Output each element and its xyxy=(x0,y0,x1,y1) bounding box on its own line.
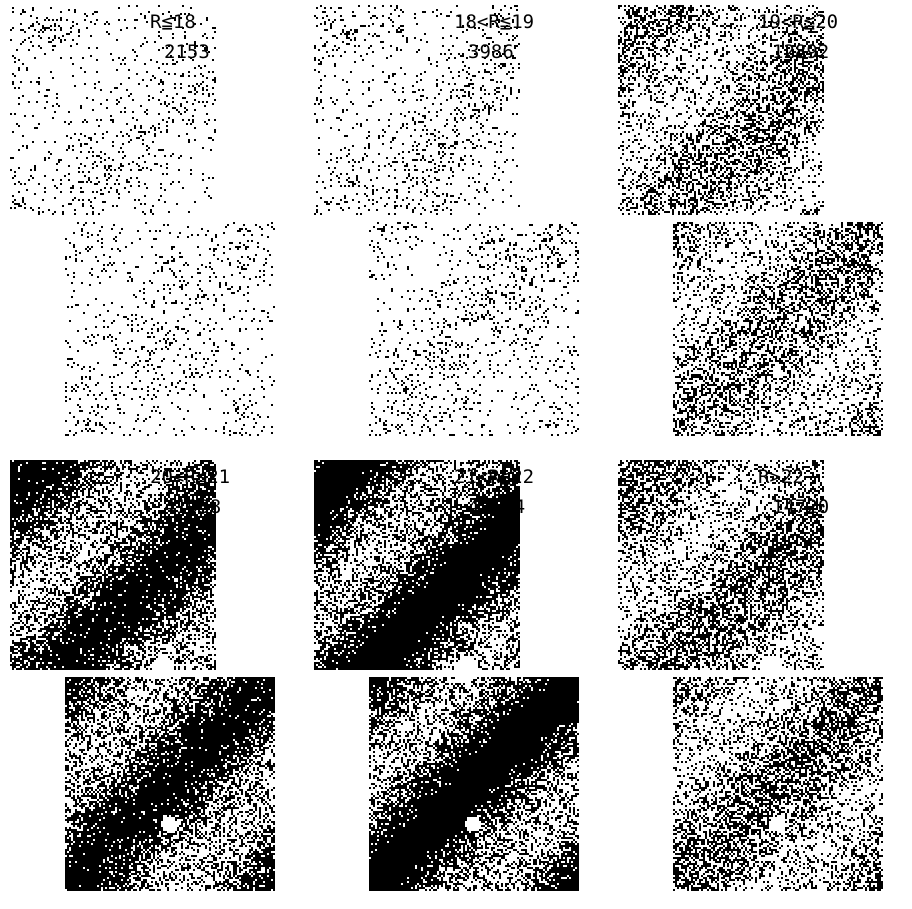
source-count: 12892 xyxy=(772,41,829,63)
star-density-dots xyxy=(314,5,579,436)
magnitude-range-label: 19<R≦20 xyxy=(758,11,838,33)
source-count: 43614 xyxy=(468,496,525,518)
magnitude-range-label: 21<R≦22 xyxy=(454,466,534,488)
source-count: 14720 xyxy=(772,496,829,518)
magnitude-range-label: R≦18 xyxy=(150,11,196,33)
star-density-dots xyxy=(10,5,275,436)
star-density-dots xyxy=(618,460,883,891)
star-density-dots xyxy=(314,460,579,891)
star-density-dots xyxy=(618,5,883,436)
source-count: 2153 xyxy=(164,41,210,63)
magnitude-range-label: R>22 xyxy=(758,466,804,488)
star-density-dots xyxy=(10,460,275,891)
magnitude-range-label: 20<R≦21 xyxy=(150,466,230,488)
magnitude-range-label: 18<R≦19 xyxy=(454,11,534,33)
source-count: 41938 xyxy=(164,496,221,518)
source-count: 3986 xyxy=(468,41,514,63)
